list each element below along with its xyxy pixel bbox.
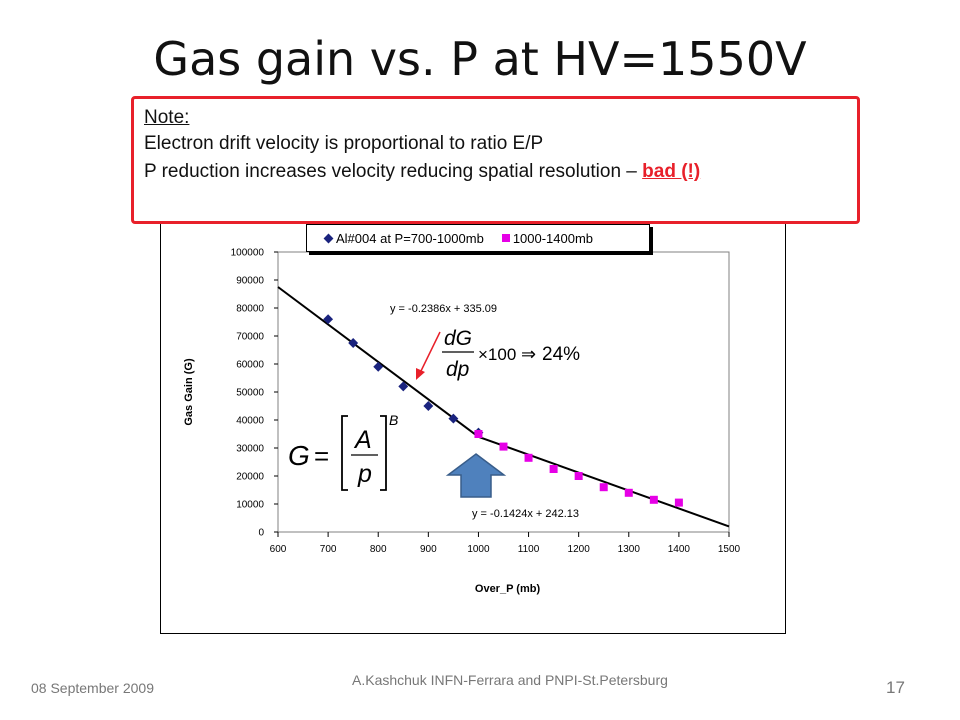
data-point-square <box>574 472 583 480</box>
axis-labels: 0 10000 20000 30000 40000 50000 60000 70000 8000… <box>183 248 741 596</box>
gain-formula-exponent: B <box>389 412 398 428</box>
x-tick-label: 700 <box>320 544 337 555</box>
red-arrow-line <box>419 331 441 374</box>
up-arrow-icon <box>445 453 507 498</box>
y-tick-label: 20000 <box>236 472 264 483</box>
gain-formula-right-bracket <box>380 415 387 491</box>
gain-formula-g: G <box>288 440 310 471</box>
note-title: Note: <box>144 107 190 128</box>
bad-warning: bad (!) <box>642 161 701 182</box>
y-tick-label: 60000 <box>236 360 264 371</box>
formula-numerator: dG <box>444 327 472 350</box>
formula-denominator: dp <box>446 358 469 381</box>
fit-line <box>478 435 730 528</box>
y-tick-label: 80000 <box>236 304 264 315</box>
note-line-1: Electron drift velocity is proportional … <box>144 133 544 154</box>
data-points <box>323 314 683 507</box>
y-axis-title: Gas Gain (G) <box>183 358 195 426</box>
gain-formula-equals: = <box>314 441 329 471</box>
y-tick-label: 30000 <box>236 444 264 455</box>
data-point-square <box>624 488 633 497</box>
note-line-2: P reduction increases velocity reducing … <box>144 161 700 183</box>
data-point-square <box>649 495 658 504</box>
data-point-square <box>474 430 483 438</box>
data-point-diamond <box>423 401 434 411</box>
x-tick-label: 1000 <box>467 544 490 555</box>
gain-formula-left-bracket <box>341 415 348 491</box>
legend-label-series-2: 1000-1400mb <box>512 230 594 246</box>
y-tick-label: 10000 <box>236 500 264 511</box>
data-point-square <box>599 483 608 492</box>
slide-title: Gas gain vs. P at HV=1550V <box>153 32 807 86</box>
fit-equation-1: y = -0.2386x + 335.09 <box>390 303 497 315</box>
fit-equation-2: y = -0.1424x + 242.13 <box>472 508 579 520</box>
legend-item-series-1: Al#004 at P=700-1000mb <box>323 230 484 246</box>
formula-percent: 24% <box>542 344 580 365</box>
note-box: Note: Electron drift velocity is proport… <box>131 96 860 224</box>
x-tick-label: 1400 <box>668 544 691 555</box>
x-tick-label: 900 <box>420 544 437 555</box>
data-point-square <box>499 442 508 451</box>
gain-formula-a: A <box>353 426 372 454</box>
data-point-square <box>549 465 558 473</box>
y-tick-label: 40000 <box>236 416 264 427</box>
legend-label-series-1: Al#004 at P=700-1000mb <box>336 230 484 246</box>
formula-times-100: ×100 <box>478 345 516 364</box>
x-tick-label: 1100 <box>518 544 540 555</box>
square-marker-icon <box>501 234 510 242</box>
footer-author: A.Kashchuk INFN-Ferrara and PNPI-St.Pete… <box>352 672 668 688</box>
gain-formula-p: p <box>357 460 372 488</box>
y-tick-label: 70000 <box>236 332 264 343</box>
data-point-diamond <box>398 381 409 392</box>
page-number: 17 <box>886 678 905 697</box>
data-point-square <box>674 498 683 507</box>
data-point-diamond <box>348 338 359 348</box>
x-tick-label: 800 <box>370 544 387 555</box>
data-point-diamond <box>448 413 459 424</box>
legend-item-series-2: 1000-1400mb <box>501 230 594 246</box>
chart-annotations: y = -0.2386x + 335.09 y = -0.1424x + 242.… <box>281 303 580 520</box>
diamond-marker-icon <box>323 233 334 243</box>
data-point-diamond <box>323 314 334 325</box>
formula-implies: ⇒ <box>521 344 536 364</box>
derivative-formula: dG dp ×100 ⇒ 24% <box>442 327 580 381</box>
y-tick-label: 50000 <box>236 388 264 399</box>
x-axis-title: Over_P (mb) <box>475 583 541 595</box>
footer-date: 08 September 2009 <box>31 680 154 696</box>
data-point-diamond <box>373 361 384 372</box>
x-tick-label: 1500 <box>718 544 741 555</box>
note-line-2-text: P reduction increases velocity reducing … <box>144 161 643 182</box>
x-tick-label: 600 <box>270 544 287 555</box>
gain-formula: G = Ap B <box>281 408 404 496</box>
data-point-square <box>524 453 533 462</box>
y-tick-label: 100000 <box>231 248 265 259</box>
x-tick-label: 1200 <box>568 544 591 555</box>
y-tick-label: 90000 <box>236 276 264 287</box>
y-tick-label: 0 <box>258 528 264 539</box>
x-tick-label: 1300 <box>618 544 641 555</box>
chart-frame <box>160 222 786 634</box>
chart-legend: Al#004 at P=700-1000mb 1000-1400mb <box>306 224 650 252</box>
red-arrow-head <box>416 368 425 380</box>
chart-axes <box>274 251 730 537</box>
